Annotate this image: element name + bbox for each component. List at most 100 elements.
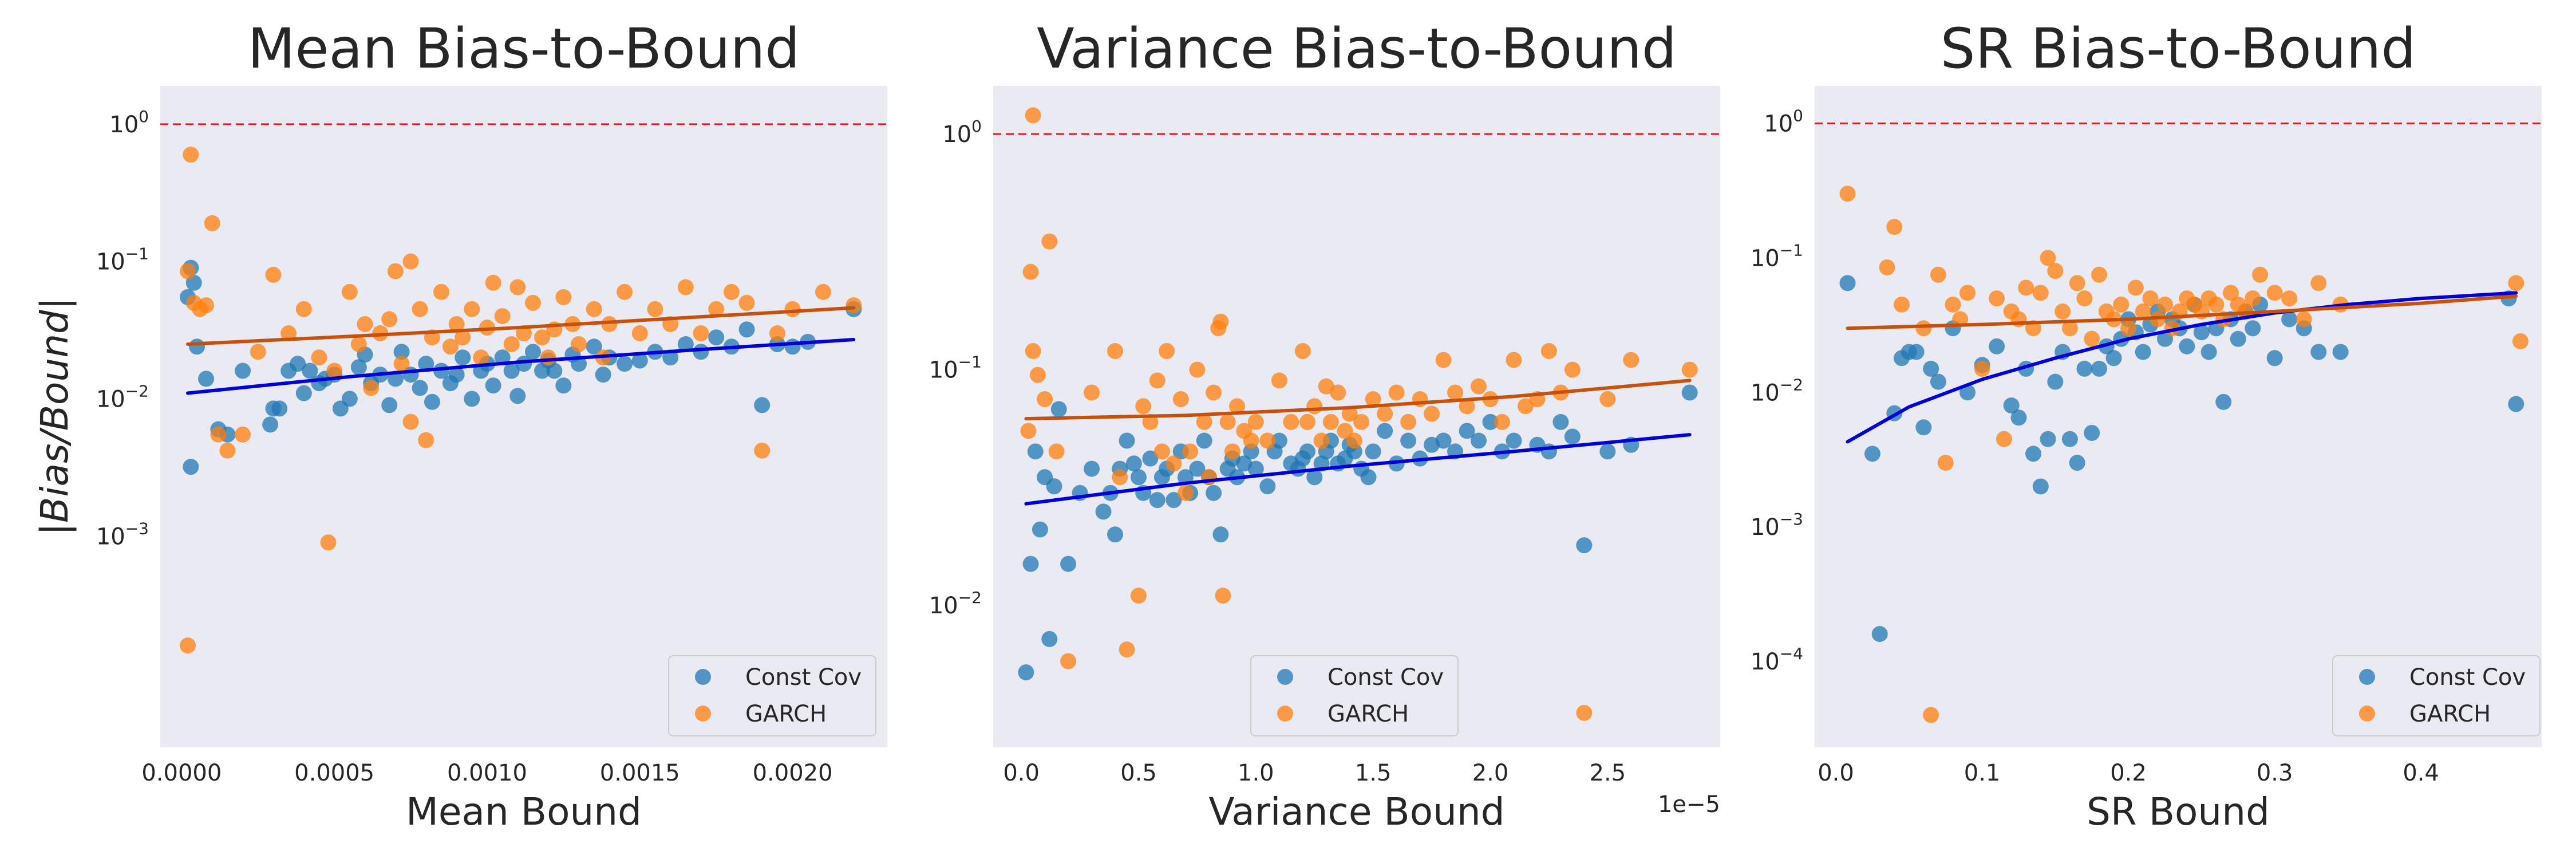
point-garch: [1172, 391, 1189, 408]
point-garch: [601, 316, 618, 332]
point-garch: [1318, 378, 1334, 395]
point-garch: [350, 336, 367, 353]
x-tick-label: 0.0010: [447, 760, 527, 786]
legend-sr: Const Cov GARCH: [2332, 655, 2541, 736]
point-const-cov: [1552, 413, 1569, 430]
point-garch: [1623, 352, 1639, 368]
point-const-cov: [1506, 432, 1522, 449]
point-const-cov: [2047, 373, 2064, 390]
point-garch: [326, 362, 343, 379]
point-garch: [455, 329, 471, 346]
point-garch: [784, 301, 801, 317]
point-garch: [204, 215, 220, 231]
y-ticks-mean: 10−3 10−2 10−1 100: [96, 107, 149, 550]
legend-marker-const-cov: [2359, 669, 2375, 685]
point-garch: [1459, 398, 1475, 415]
point-garch: [341, 283, 358, 300]
point-garch: [1189, 361, 1206, 378]
point-garch: [1974, 360, 1990, 377]
point-garch: [1388, 384, 1405, 401]
point-const-cov: [271, 400, 288, 417]
point-const-cov: [1125, 455, 1142, 472]
point-garch: [1142, 413, 1159, 430]
point-garch: [180, 637, 196, 654]
point-garch: [1215, 588, 1231, 604]
legend-marker-const-cov: [1277, 669, 1293, 685]
point-garch: [1517, 398, 1534, 415]
point-garch: [381, 311, 398, 328]
point-garch: [1346, 432, 1362, 449]
fit-line-garch: [186, 306, 856, 346]
x-tick-label: 0.4: [2403, 760, 2439, 786]
point-const-cov: [1046, 478, 1062, 495]
point-const-cov: [1930, 373, 1946, 390]
point-garch: [815, 283, 831, 300]
point-const-cov: [784, 338, 801, 355]
x-ticks-variance: 0.0 0.5 1.0 1.5 2.0 2.5: [1003, 760, 1626, 786]
point-const-cov: [1060, 555, 1077, 572]
fit-line-garch: [1846, 294, 2518, 330]
point-garch: [180, 263, 196, 279]
point-const-cov: [189, 338, 206, 355]
x-axis-offset-label: 1e−5: [1658, 791, 1720, 818]
point-const-cov: [290, 356, 306, 372]
point-garch: [387, 263, 404, 279]
point-garch: [1112, 469, 1128, 486]
point-garch: [1048, 443, 1065, 460]
legend-label-const-cov: Const Cov: [745, 664, 862, 691]
point-garch: [311, 349, 327, 366]
panel-sr-bias: SR Bias-to-Bound SR Bound 0.0 0.1 0.2 0.3 0.…: [1751, 17, 2542, 834]
x-tick-label: 2.0: [1472, 760, 1509, 786]
point-garch: [1196, 413, 1212, 430]
point-const-cov: [1032, 521, 1048, 538]
x-tick-label: 0.0020: [753, 760, 833, 786]
point-garch: [1879, 259, 1895, 275]
point-garch: [2508, 275, 2524, 291]
point-garch: [647, 301, 663, 317]
x-ticks-sr: 0.0 0.1 0.2 0.3 0.4: [1818, 760, 2439, 786]
x-axis-label-mean: Mean Bound: [406, 790, 642, 834]
point-const-cov: [1119, 432, 1135, 449]
legend-mean: Const Cov GARCH: [668, 655, 876, 736]
point-garch: [2091, 266, 2108, 283]
point-garch: [433, 283, 449, 300]
point-garch: [1424, 405, 1440, 422]
legend-label-const-cov: Const Cov: [1327, 664, 1444, 691]
y-tick-label: 10−3: [96, 519, 149, 550]
point-garch: [2252, 266, 2269, 283]
point-const-cov: [1923, 360, 1939, 377]
point-const-cov: [1271, 432, 1287, 449]
point-const-cov: [485, 377, 501, 394]
plot-area-mean: [160, 86, 887, 747]
point-garch: [2120, 320, 2137, 337]
point-const-cov: [693, 344, 709, 360]
point-const-cov: [1142, 450, 1159, 467]
point-garch: [1681, 361, 1698, 378]
point-const-cov: [546, 362, 563, 379]
point-garch: [1506, 352, 1522, 368]
point-garch: [265, 266, 282, 283]
point-const-cov: [350, 359, 367, 376]
point-const-cov: [1131, 469, 1147, 486]
point-const-cov: [1041, 631, 1058, 647]
point-const-cov: [2215, 393, 2232, 410]
point-const-cov: [1459, 423, 1475, 439]
y-tick-label: 10−1: [96, 245, 149, 275]
x-tick-label: 1.5: [1355, 760, 1392, 786]
point-const-cov: [525, 344, 542, 360]
point-garch: [1029, 367, 1046, 383]
legend-box: [1250, 655, 1459, 736]
point-garch: [1025, 343, 1041, 360]
point-const-cov: [2281, 311, 2298, 328]
point-garch: [1377, 405, 1393, 422]
point-garch: [295, 301, 312, 317]
point-garch: [1322, 413, 1339, 430]
point-const-cov: [1027, 443, 1044, 460]
point-garch: [1060, 653, 1077, 669]
point-const-cov: [1377, 423, 1393, 439]
x-tick-label: 0.0005: [294, 760, 374, 786]
point-const-cov: [2508, 396, 2524, 412]
point-garch: [1037, 391, 1053, 408]
x-tick-label: 0.2: [2110, 760, 2147, 786]
point-const-cov: [412, 380, 428, 396]
